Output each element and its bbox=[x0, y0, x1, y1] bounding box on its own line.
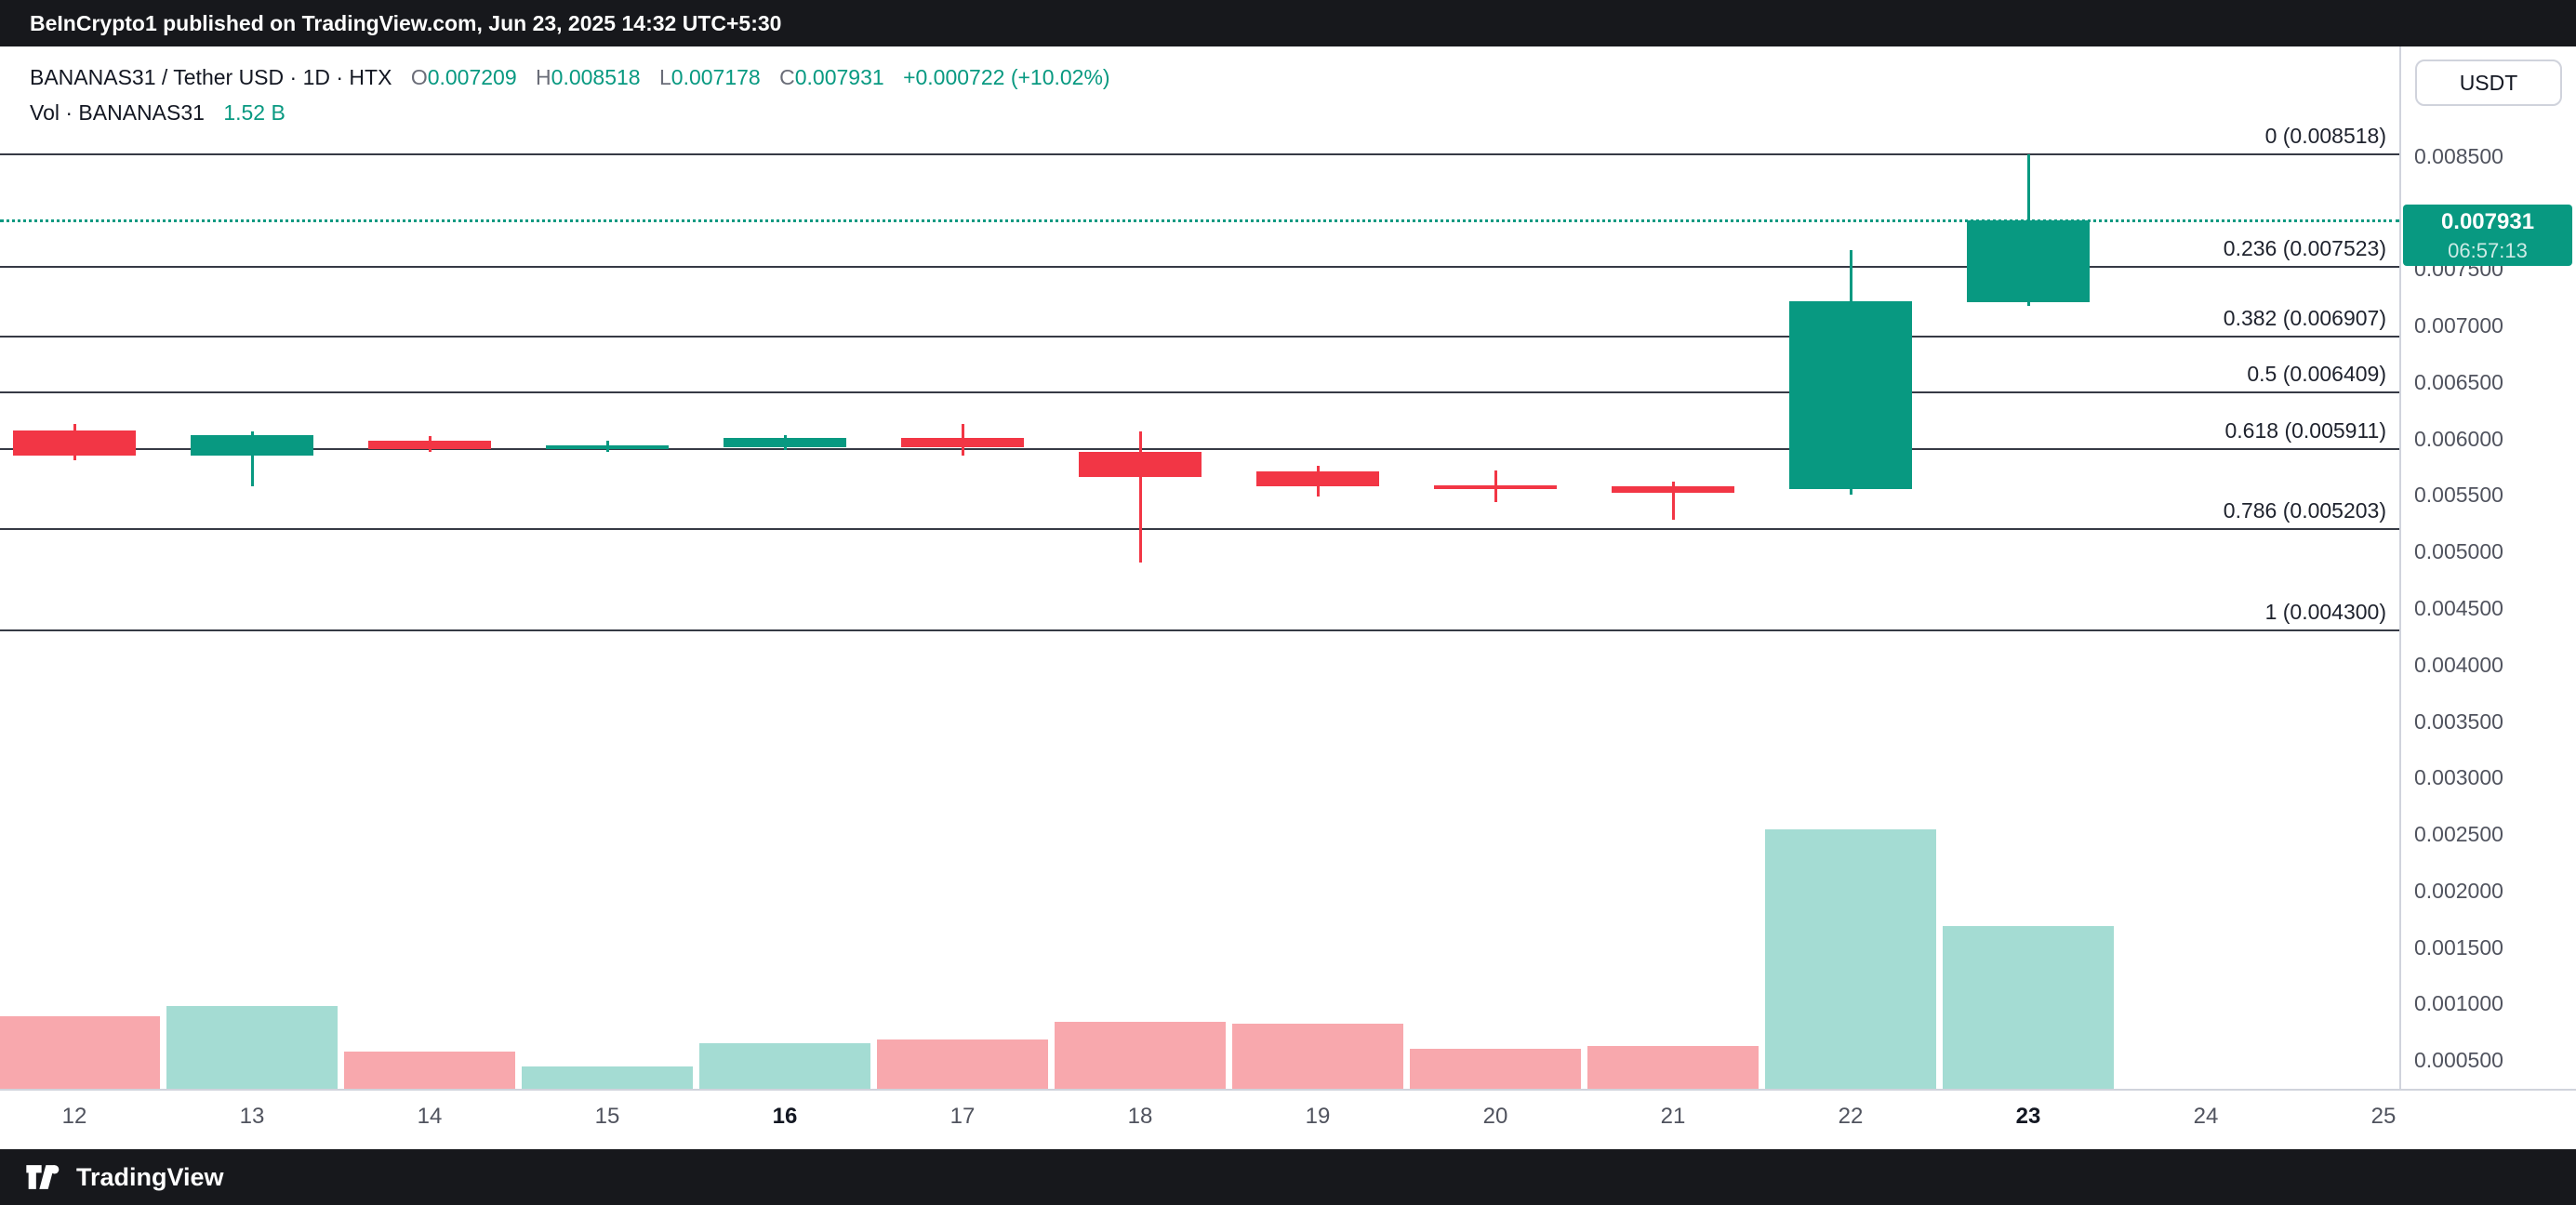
low-label: L bbox=[658, 65, 671, 89]
price-axis-separator bbox=[2399, 46, 2401, 1089]
currency-toggle-button[interactable]: USDT bbox=[2415, 60, 2562, 106]
fib-level-label: 1 (0.004300) bbox=[2264, 600, 2386, 625]
bar-countdown: 06:57:13 bbox=[2448, 238, 2528, 262]
candle-wick bbox=[1138, 431, 1142, 563]
volume-bar bbox=[1943, 926, 2114, 1089]
fib-level-label: 0.236 (0.007523) bbox=[2223, 235, 2386, 260]
candle-body bbox=[191, 435, 313, 456]
price-tick-label: 0.005500 bbox=[2414, 483, 2503, 508]
current-price-value: 0.007931 bbox=[2440, 208, 2535, 234]
volume-bar bbox=[877, 1039, 1048, 1089]
change-value: +0.000722 (+10.02%) bbox=[903, 65, 1110, 89]
price-tick-label: 0.008500 bbox=[2414, 143, 2503, 168]
fib-level-line bbox=[0, 391, 2399, 394]
volume-bar bbox=[1587, 1046, 1759, 1089]
fib-level-label: 0 (0.008518) bbox=[2264, 123, 2386, 148]
volume-bar bbox=[1232, 1023, 1403, 1089]
current-price-tag: 0.007931 06:57:13 bbox=[2403, 205, 2572, 267]
chart-plot-area[interactable]: 0 (0.008518) 0.236 (0.007523) 0.382 (0.006… bbox=[0, 0, 2399, 1205]
fib-level-line bbox=[0, 152, 2399, 155]
fib-level-line bbox=[0, 527, 2399, 530]
price-tick-label: 0.003500 bbox=[2414, 708, 2503, 734]
price-tick-label: 0.001000 bbox=[2414, 991, 2503, 1016]
fib-level-line bbox=[0, 629, 2399, 632]
time-axis-separator bbox=[0, 1089, 2576, 1091]
footer-bar[interactable]: TradingView bbox=[0, 1149, 2576, 1205]
high-value: 0.008518 bbox=[551, 65, 641, 89]
candle-body bbox=[1967, 220, 2090, 302]
tradingview-logo-icon bbox=[26, 1165, 60, 1189]
candle-body bbox=[1256, 470, 1379, 486]
candle-body bbox=[368, 441, 491, 449]
price-tick-label: 0.002000 bbox=[2414, 878, 2503, 903]
open-label: O bbox=[410, 65, 428, 89]
price-tick-label: 0.004000 bbox=[2414, 652, 2503, 677]
close-value: 0.007931 bbox=[794, 65, 884, 89]
fib-level-label: 0.382 (0.006907) bbox=[2223, 305, 2386, 330]
candle-body bbox=[13, 430, 136, 456]
price-tick-label: 0.006000 bbox=[2414, 426, 2503, 451]
volume-bar bbox=[699, 1042, 870, 1089]
high-label: H bbox=[536, 65, 551, 89]
price-tick-label: 0.004500 bbox=[2414, 595, 2503, 620]
open-value: 0.007209 bbox=[427, 65, 517, 89]
volume-bar bbox=[166, 1006, 338, 1089]
price-tick-label: 0.001500 bbox=[2414, 934, 2503, 960]
candle-body bbox=[1612, 485, 1734, 494]
price-tick-label: 0.007000 bbox=[2414, 313, 2503, 338]
low-value: 0.007178 bbox=[671, 65, 761, 89]
price-tick-label: 0.006500 bbox=[2414, 369, 2503, 394]
fib-level-line bbox=[0, 335, 2399, 338]
price-axis[interactable]: 0.008500 0.007500 0.007000 0.006500 0.006000… bbox=[2401, 46, 2576, 1089]
volume-value: 1.52 B bbox=[223, 100, 285, 125]
volume-bar bbox=[522, 1066, 693, 1089]
publish-text: BeInCrypto1 published on TradingView.com… bbox=[30, 10, 782, 35]
candle-body bbox=[901, 437, 1024, 448]
candle-wick bbox=[250, 431, 254, 486]
fib-level-label: 0.786 (0.005203) bbox=[2223, 497, 2386, 523]
currency-toggle-label: USDT bbox=[2459, 70, 2518, 95]
candle-body bbox=[1079, 452, 1202, 478]
price-tick-label: 0.002500 bbox=[2414, 822, 2503, 846]
tradingview-brand-text: TradingView bbox=[76, 1162, 224, 1191]
volume-label[interactable]: Vol · BANANAS31 bbox=[30, 100, 205, 125]
volume-bar bbox=[344, 1051, 515, 1089]
candle-wick bbox=[1671, 481, 1675, 521]
candle-body bbox=[1789, 300, 1912, 490]
price-tick-label: 0.005000 bbox=[2414, 539, 2503, 564]
candle-body bbox=[724, 437, 846, 448]
symbol-title[interactable]: BANANAS31 / Tether USD · 1D · HTX bbox=[30, 65, 392, 89]
fib-level-label: 0.5 (0.006409) bbox=[2247, 362, 2386, 387]
symbol-row: BANANAS31 / Tether USD · 1D · HTX O0.007… bbox=[30, 60, 1110, 95]
volume-bar bbox=[0, 1015, 160, 1089]
fib-level-line bbox=[0, 265, 2399, 268]
fib-level-line bbox=[0, 447, 2399, 450]
close-label: C bbox=[779, 65, 795, 89]
publish-header-bar: BeInCrypto1 published on TradingView.com… bbox=[0, 0, 2576, 46]
volume-bar bbox=[1410, 1049, 1581, 1089]
volume-row: Vol · BANANAS31 1.52 B bbox=[30, 95, 1110, 130]
volume-bar bbox=[1765, 828, 1936, 1089]
volume-bar bbox=[1055, 1021, 1226, 1089]
price-tick-label: 0.003000 bbox=[2414, 765, 2503, 790]
fib-level-label: 0.618 (0.005911) bbox=[2224, 417, 2387, 443]
candle-body bbox=[1434, 484, 1557, 489]
candle-body bbox=[546, 445, 669, 450]
chart-legend: BANANAS31 / Tether USD · 1D · HTX O0.007… bbox=[30, 60, 1110, 130]
current-price-line bbox=[0, 219, 2399, 223]
price-tick-label: 0.000500 bbox=[2414, 1048, 2503, 1073]
